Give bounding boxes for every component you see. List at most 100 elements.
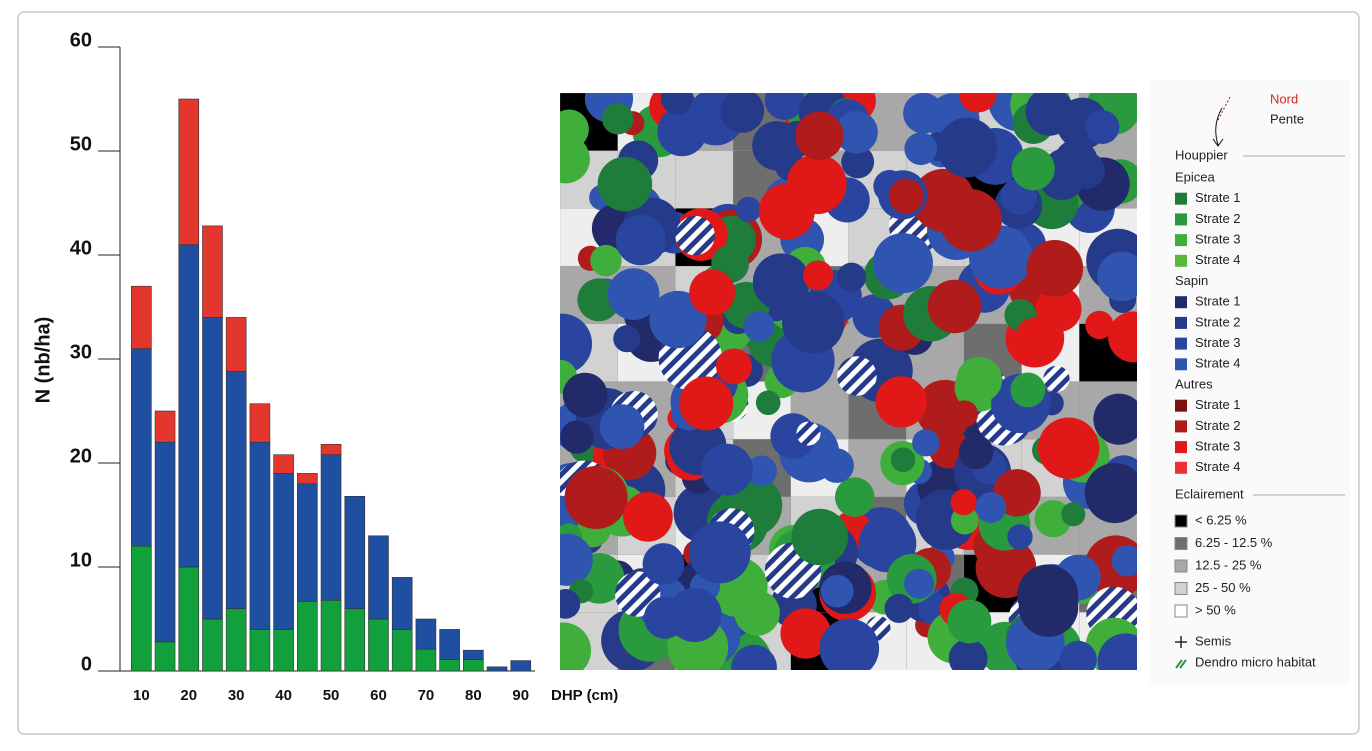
crown	[1061, 502, 1086, 527]
crown	[1035, 286, 1082, 332]
crown	[903, 93, 944, 134]
legend-label: 6.25 - 12.5 %	[1195, 535, 1273, 550]
crown	[560, 589, 581, 619]
crown	[560, 313, 593, 375]
bar-segment	[391, 577, 413, 630]
crown	[834, 477, 875, 517]
crown	[602, 103, 634, 135]
crown	[1043, 365, 1070, 393]
swatch	[1175, 296, 1187, 309]
crown	[1097, 633, 1137, 670]
crown	[937, 117, 998, 178]
bar-segment	[510, 660, 532, 672]
legend-label: Strate 2	[1195, 211, 1241, 226]
x-tick-label: 70	[418, 687, 435, 704]
crown	[560, 622, 592, 670]
crown	[734, 590, 780, 636]
x-tick-label: 10	[133, 687, 150, 704]
crown	[560, 533, 593, 586]
legend-label: > 50 %	[1195, 602, 1236, 617]
y-tick-label: 0	[81, 653, 92, 675]
crown	[927, 279, 982, 334]
crown	[950, 489, 977, 516]
crown	[841, 145, 875, 179]
bar-segment	[273, 454, 294, 474]
crown	[743, 310, 775, 342]
crown	[1037, 417, 1100, 479]
crown	[623, 491, 673, 542]
crown	[560, 109, 589, 150]
bar-segment	[202, 317, 223, 620]
bar-segment	[249, 441, 271, 630]
crown	[1017, 564, 1079, 626]
bar-segment	[320, 454, 342, 601]
crown	[1085, 310, 1114, 340]
x-tick-label: 40	[275, 687, 292, 704]
crown	[904, 568, 935, 599]
bar-segment	[178, 98, 200, 245]
crown	[1010, 372, 1046, 408]
habitat-icon	[1175, 659, 1187, 669]
crown	[975, 492, 1007, 523]
bar-segment	[273, 473, 294, 630]
bar-segment	[249, 629, 271, 672]
bar-segment	[320, 599, 342, 672]
group-label: Autres	[1175, 376, 1213, 391]
crown	[688, 521, 751, 584]
legend-label: 12.5 - 25 %	[1195, 557, 1262, 572]
crown	[875, 376, 927, 428]
bar-segment	[178, 566, 200, 672]
crown	[782, 291, 845, 354]
crown	[837, 262, 867, 292]
y-tick-label: 10	[70, 549, 92, 571]
swatch	[1175, 399, 1187, 412]
crown	[959, 93, 997, 113]
crown	[597, 156, 653, 212]
crown	[675, 215, 715, 256]
y-tick-label: 30	[70, 341, 92, 363]
legend-label: Strate 3	[1195, 232, 1241, 247]
crown	[1007, 524, 1033, 550]
bar-segment	[415, 618, 437, 650]
x-tick-label: 90	[512, 687, 529, 704]
bar-segment	[486, 666, 508, 672]
crown	[667, 587, 722, 643]
crown	[796, 421, 821, 446]
seedling-icon	[1175, 636, 1187, 648]
crown	[819, 618, 880, 670]
crown	[1011, 147, 1055, 191]
x-tick-label: 80	[465, 687, 482, 704]
y-axis-label: N (nb/ha)	[32, 317, 54, 404]
y-tick-label: 60	[70, 29, 92, 51]
north-label: Nord	[1270, 91, 1298, 106]
swatch	[1175, 254, 1187, 267]
crown	[1108, 311, 1137, 363]
crown	[642, 543, 685, 585]
crown	[1025, 93, 1074, 136]
crown	[912, 429, 940, 457]
light-cell	[675, 150, 734, 209]
x-tick-label: 50	[323, 687, 340, 704]
bar-segment	[344, 495, 366, 609]
slope-label: Pente	[1270, 111, 1304, 126]
swatch	[1174, 514, 1188, 528]
legend-label: < 6.25 %	[1195, 512, 1247, 527]
crown	[890, 447, 916, 473]
legend-label: Strate 4	[1195, 356, 1241, 371]
x-tick-label: 60	[370, 687, 387, 704]
crown	[888, 178, 924, 214]
crown	[947, 599, 992, 644]
legend-label: Strate 1	[1195, 294, 1241, 309]
crown	[752, 253, 810, 311]
crown	[1015, 317, 1053, 355]
crown	[701, 443, 753, 496]
bar-segment	[273, 629, 294, 672]
x-tick-label: 30	[228, 687, 245, 704]
crown	[720, 93, 765, 133]
y-tick-label: 40	[70, 237, 92, 259]
crown	[884, 593, 914, 623]
legend-label: Strate 3	[1195, 439, 1241, 454]
crown	[948, 638, 988, 670]
crown	[837, 356, 877, 396]
